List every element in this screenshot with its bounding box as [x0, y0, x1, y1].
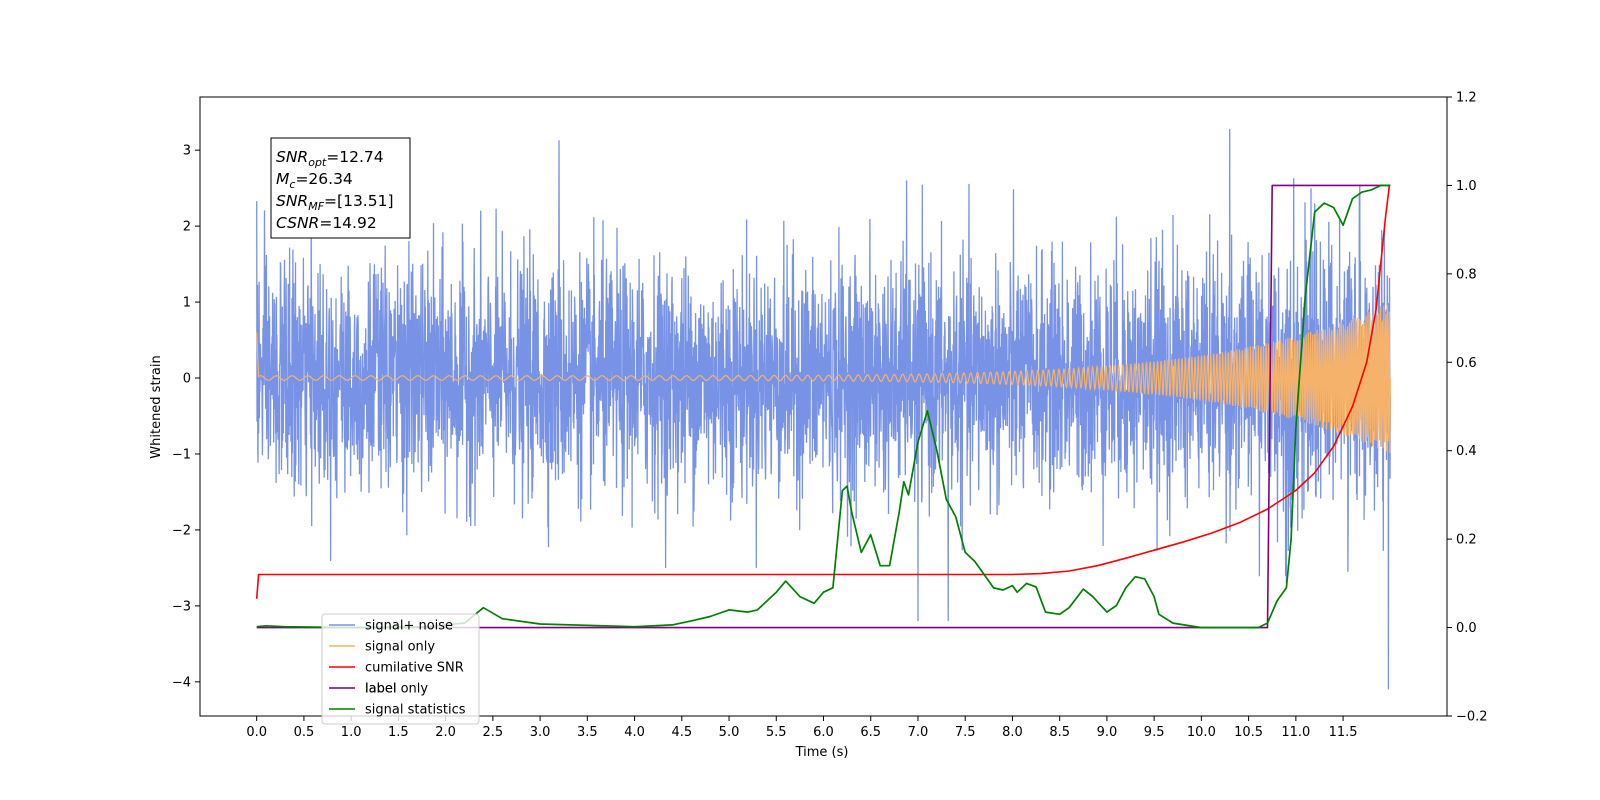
x-tick-label: 9.0 — [1097, 725, 1118, 740]
y-tick-label: 2 — [183, 220, 191, 235]
series-layer — [255, 128, 1391, 690]
y-tick-label: −4 — [172, 675, 191, 690]
x-axis: 0.0 0.5 1.0 1.5 2.0 2.5 3.0 3.5 4.0 4.5 5.0 5.5 6.0 6… — [246, 716, 1358, 740]
x-tick-label: 1.0 — [341, 725, 362, 740]
x-tick-label: 11.5 — [1329, 725, 1358, 740]
x-tick-label: 7.0 — [908, 725, 929, 740]
y-tick-label: −2 — [172, 523, 191, 538]
x-tick-label: 6.0 — [813, 725, 834, 740]
y-tick-label: 3 — [183, 144, 191, 159]
legend-label: cumilative SNR — [365, 661, 464, 676]
legend-label: label — [365, 682, 396, 697]
y-tick-label: 1 — [183, 296, 191, 311]
x-tick-label: 5.0 — [719, 725, 740, 740]
x-tick-label: 4.5 — [671, 725, 692, 740]
x-tick-label: 0.0 — [246, 725, 267, 740]
x-tick-label: 11.0 — [1281, 725, 1310, 740]
x-tick-label: 1.5 — [388, 725, 409, 740]
x-tick-label: 6.5 — [860, 725, 881, 740]
x-tick-label: 4.0 — [624, 725, 645, 740]
series-cumulative-snr — [255, 185, 1391, 599]
x-tick-label: 10.5 — [1234, 725, 1263, 740]
y2-tick-label: 0.8 — [1456, 267, 1477, 282]
y2-tick-label: 1.0 — [1456, 179, 1477, 194]
series-signal-plus-noise — [256, 128, 1391, 690]
y-tick-label: −1 — [172, 447, 191, 462]
y2-tick-label: 1.2 — [1456, 91, 1477, 106]
series-label — [256, 184, 1391, 629]
legend: signal+ noise signal only cumilative SNR la… — [321, 613, 480, 725]
x-tick-label: 3.0 — [530, 725, 551, 740]
y-axis-right: −0.2 0.0 0.2 0.4 0.6 0.8 1.0 1.2 — [1447, 91, 1488, 725]
y-tick-label: 0 — [183, 372, 191, 387]
y-tick-label: −3 — [172, 599, 191, 614]
annotation-line: SNRopt=12.74 — [276, 148, 384, 169]
annotation-frame — [270, 137, 411, 239]
x-tick-label: 8.5 — [1049, 725, 1070, 740]
y2-tick-label: 0.4 — [1456, 444, 1477, 459]
y-axis-left: −4 −3 −2 −1 0 1 2 3 — [172, 144, 200, 690]
x-tick-label: 2.0 — [435, 725, 456, 740]
y-axis-label: Whitened strain — [149, 355, 164, 458]
x-tick-label: 10.0 — [1187, 725, 1216, 740]
y2-tick-label: 0.6 — [1456, 356, 1477, 371]
y2-tick-label: −0.2 — [1456, 710, 1488, 725]
legend-frame — [321, 613, 480, 725]
metrics-annotation-box: SNRopt=12.74Mc=26.34SNRMF=[13.51]CSNR=14… — [270, 137, 411, 239]
annotation-line: SNRMF=[13.51] — [276, 192, 394, 213]
series-signal-statistics — [256, 184, 1391, 629]
x-tick-label: 2.5 — [483, 725, 504, 740]
x-tick-label: 0.5 — [294, 725, 315, 740]
annotation-line: Mc=26.34 — [276, 170, 353, 191]
series-signal-only — [256, 305, 1391, 453]
legend-label: label only — [365, 682, 428, 697]
y2-tick-label: 0.0 — [1456, 621, 1477, 636]
x-axis-label: Time (s) — [795, 745, 849, 760]
annotation-line: CSNR=14.92 — [276, 214, 377, 232]
x-tick-label: 9.5 — [1144, 725, 1165, 740]
legend-label: signal+ noise — [365, 619, 453, 634]
x-tick-label: 5.5 — [766, 725, 787, 740]
x-tick-label: 8.0 — [1002, 725, 1023, 740]
legend-label: signal only — [365, 640, 435, 655]
x-tick-label: 7.5 — [955, 725, 976, 740]
legend-label: signal statistics — [365, 703, 466, 718]
y2-tick-label: 0.2 — [1456, 533, 1477, 548]
x-tick-label: 3.5 — [577, 725, 598, 740]
